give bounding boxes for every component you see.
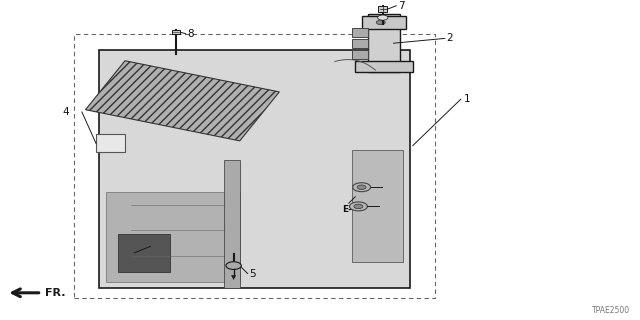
Bar (352, 50, 368, 59)
Text: 1: 1 (464, 94, 470, 104)
Polygon shape (86, 61, 279, 141)
Circle shape (378, 15, 388, 20)
Bar (355, 61, 413, 72)
Bar (352, 150, 403, 262)
Circle shape (354, 204, 363, 209)
Text: 4: 4 (63, 107, 69, 117)
Text: 2: 2 (447, 33, 453, 44)
Text: 7: 7 (398, 1, 404, 11)
Circle shape (376, 20, 385, 25)
Text: E-27-10: E-27-10 (342, 205, 381, 214)
Bar (378, 6, 387, 12)
Text: 8: 8 (188, 28, 194, 39)
Bar (224, 160, 240, 288)
Circle shape (357, 185, 366, 189)
Text: FR.: FR. (45, 288, 65, 298)
Bar (118, 234, 170, 272)
Bar (74, 34, 435, 298)
Bar (352, 28, 368, 37)
Bar (172, 30, 180, 34)
Bar (362, 16, 406, 29)
Circle shape (226, 262, 241, 269)
Text: TPAE2500: TPAE2500 (592, 306, 630, 315)
Text: 5: 5 (250, 268, 256, 279)
Polygon shape (231, 275, 236, 280)
Polygon shape (106, 192, 240, 282)
Bar (96, 134, 125, 152)
Bar (99, 50, 410, 288)
Circle shape (353, 183, 371, 192)
Text: E-27-10: E-27-10 (125, 256, 163, 265)
Text: 3: 3 (384, 182, 390, 192)
Text: 6: 6 (381, 201, 387, 212)
Bar (352, 39, 368, 48)
Bar (368, 14, 400, 72)
Circle shape (349, 202, 367, 211)
